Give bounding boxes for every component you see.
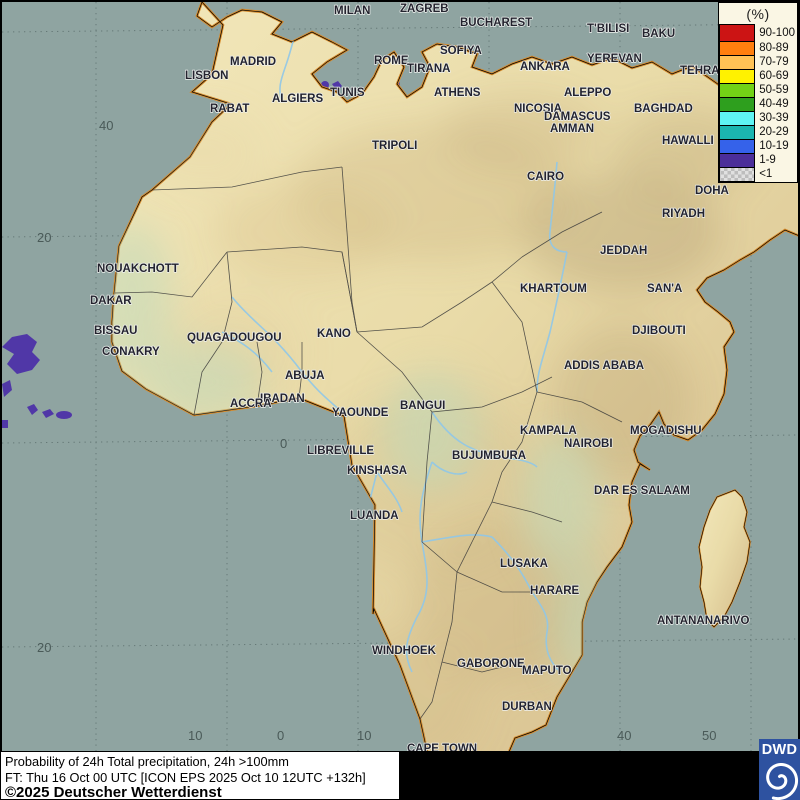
svg-text:DWD: DWD — [762, 742, 798, 758]
svg-text:YAOUNDE: YAOUNDE — [332, 407, 389, 419]
svg-text:WINDHOEK: WINDHOEK — [372, 645, 437, 657]
svg-text:ZAGREB: ZAGREB — [400, 3, 449, 15]
svg-text:HAWALLI: HAWALLI — [662, 135, 714, 147]
svg-text:ANKARA: ANKARA — [520, 61, 570, 73]
svg-text:20: 20 — [37, 230, 51, 245]
svg-text:KHARTOUM: KHARTOUM — [520, 283, 587, 295]
svg-text:ROME: ROME — [374, 55, 409, 67]
svg-text:KAMPALA: KAMPALA — [520, 425, 577, 437]
svg-text:KANO: KANO — [317, 328, 351, 340]
svg-text:NOUAKCHOTT: NOUAKCHOTT — [97, 263, 179, 275]
svg-text:ABUJA: ABUJA — [285, 370, 325, 382]
svg-text:ANTANANARIVO: ANTANANARIVO — [657, 615, 749, 627]
svg-text:SAN'A: SAN'A — [647, 283, 682, 295]
svg-text:BUCHAREST: BUCHAREST — [460, 17, 532, 29]
svg-text:YEREVAN: YEREVAN — [587, 53, 642, 65]
svg-text:20: 20 — [37, 640, 51, 655]
svg-text:DJIBOUTI: DJIBOUTI — [632, 325, 686, 337]
svg-text:DOHA: DOHA — [695, 185, 729, 197]
svg-text:RIYADH: RIYADH — [662, 208, 705, 220]
svg-text:40: 40 — [99, 118, 113, 133]
svg-text:ALGIERS: ALGIERS — [272, 93, 323, 105]
svg-text:AMMAN: AMMAN — [550, 123, 594, 135]
svg-text:MOGADISHU: MOGADISHU — [630, 425, 702, 437]
svg-text:LISBON: LISBON — [185, 70, 228, 82]
svg-text:ADDIS ABABA: ADDIS ABABA — [564, 360, 644, 372]
svg-text:RABAT: RABAT — [210, 103, 249, 115]
svg-text:BAGHDAD: BAGHDAD — [634, 103, 693, 115]
svg-text:HARARE: HARARE — [530, 585, 580, 597]
svg-text:TIRANA: TIRANA — [407, 63, 450, 75]
svg-text:TUNIS: TUNIS — [330, 87, 365, 99]
svg-text:TRIPOLI: TRIPOLI — [372, 140, 417, 152]
svg-text:BANGUI: BANGUI — [400, 400, 445, 412]
svg-text:0: 0 — [280, 436, 287, 451]
svg-text:50: 50 — [702, 728, 716, 743]
svg-text:KINSHASA: KINSHASA — [347, 465, 407, 477]
svg-text:CONAKRY: CONAKRY — [102, 346, 160, 358]
svg-text:DURBAN: DURBAN — [502, 701, 552, 713]
svg-text:CAPE TOWN: CAPE TOWN — [407, 743, 477, 751]
svg-text:MADRID: MADRID — [230, 56, 276, 68]
svg-text:GABORONE: GABORONE — [457, 658, 525, 670]
svg-text:NAIROBI: NAIROBI — [564, 438, 613, 450]
svg-text:LUANDA: LUANDA — [350, 510, 399, 522]
svg-text:BISSAU: BISSAU — [94, 325, 137, 337]
svg-text:JEDDAH: JEDDAH — [600, 245, 647, 257]
svg-text:ATHENS: ATHENS — [434, 87, 481, 99]
svg-text:CAIRO: CAIRO — [527, 171, 564, 183]
svg-text:ACCRA: ACCRA — [230, 398, 272, 410]
svg-text:BAKU: BAKU — [642, 28, 675, 40]
svg-text:LIBREVILLE: LIBREVILLE — [307, 445, 374, 457]
svg-text:0: 0 — [277, 728, 284, 743]
svg-text:QUAGADOUGOU: QUAGADOUGOU — [187, 332, 282, 344]
svg-text:10: 10 — [357, 728, 371, 743]
svg-text:40: 40 — [617, 728, 631, 743]
svg-text:MILAN: MILAN — [334, 5, 370, 17]
svg-text:10: 10 — [188, 728, 202, 743]
svg-text:T'BILISI: T'BILISI — [587, 23, 629, 35]
svg-text:MAPUTO: MAPUTO — [522, 665, 572, 677]
svg-text:LUSAKA: LUSAKA — [500, 558, 548, 570]
svg-text:SOFIYA: SOFIYA — [440, 45, 482, 57]
svg-text:BUJUMBURA: BUJUMBURA — [452, 450, 526, 462]
svg-text:DAR ES SALAAM: DAR ES SALAAM — [594, 485, 690, 497]
svg-text:ALEPPO: ALEPPO — [564, 87, 611, 99]
svg-text:DAKAR: DAKAR — [90, 295, 132, 307]
svg-text:DAMASCUS: DAMASCUS — [544, 111, 611, 123]
